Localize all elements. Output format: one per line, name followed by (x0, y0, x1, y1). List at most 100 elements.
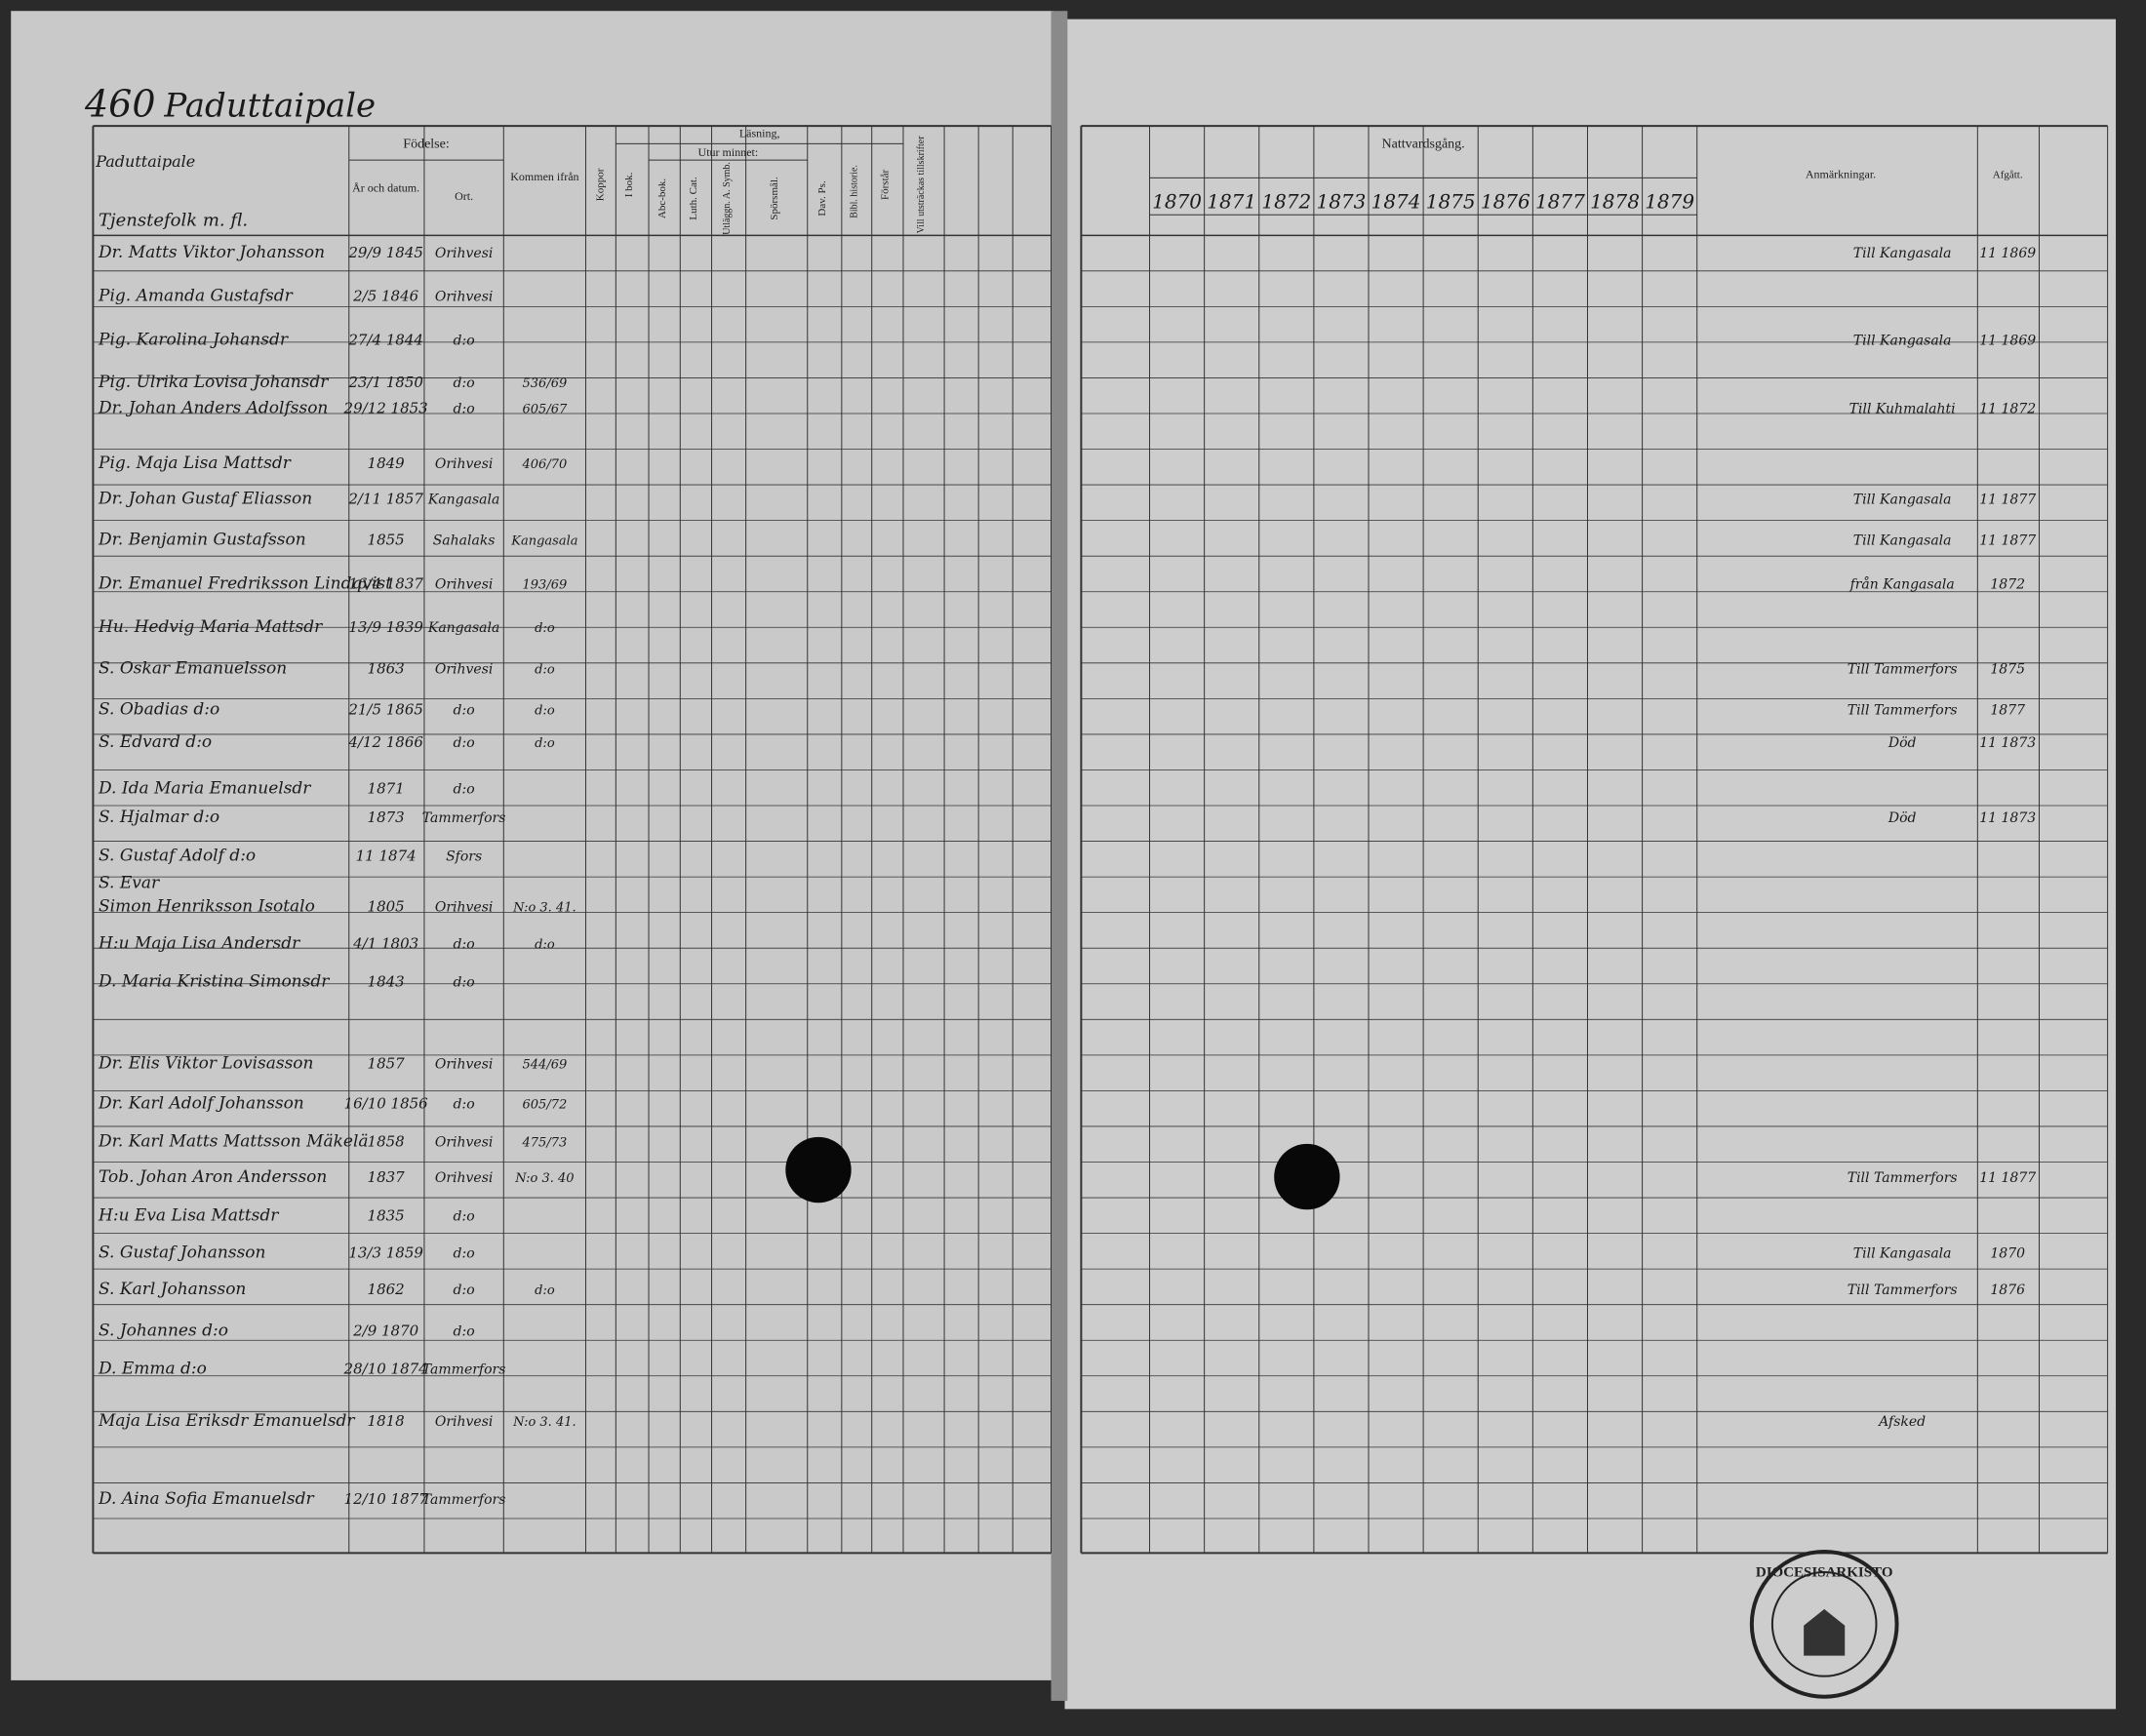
year: 1870 (1152, 189, 1202, 213)
spine (1051, 11, 1068, 1701)
name: Pig. Karolina Johansdr (98, 331, 289, 350)
name: S. Hjalmar d:o (99, 808, 219, 827)
col-header: Utur minnet: (698, 145, 759, 159)
name: Dr. Benjamin Gustafsson (98, 530, 306, 549)
col-header: Dav. Ps. (816, 180, 828, 217)
name: Dr. Matts Viktor Johansson (98, 243, 325, 262)
birth-place: d:o (454, 334, 475, 349)
birth-date: 28/10 1874 (343, 1361, 428, 1378)
birth-date: 21/5 1865 (347, 700, 423, 718)
came-from: Kangasala (510, 533, 577, 548)
col-header: Kommen ifrån (510, 170, 578, 183)
birth-date: 1862 (368, 1281, 405, 1298)
birth-date: 1858 (368, 1133, 405, 1151)
name: Simon Henriksson Isotalo (99, 896, 315, 916)
birth-place: Orihvesi (435, 661, 494, 677)
year: 1871 (1207, 189, 1256, 213)
departed: 11 1869 (1979, 334, 2036, 349)
came-from: N:o 3. 41. (512, 1415, 576, 1430)
departed: 11 1869 (1979, 246, 2036, 261)
remark: Till Kangasala (1853, 533, 1952, 548)
name: Dr. Elis Viktor Lovisasson (98, 1054, 313, 1074)
birth-date: 4/12 1866 (347, 733, 423, 751)
departed: 1875 (1990, 661, 2025, 677)
remark: Till Tammerfors (1848, 1282, 1958, 1298)
village: Paduttaipale (163, 86, 376, 125)
ink-blot (1274, 1143, 1340, 1210)
name: S. Evar (99, 874, 160, 893)
birth-place: Orihvesi (435, 246, 494, 261)
name: S. Obadias d:o (99, 699, 219, 719)
remark: Till Kangasala (1853, 1245, 1952, 1261)
birth-date: 23/1 1850 (347, 374, 423, 391)
birth-place: d:o (454, 702, 475, 718)
birth-place: Orihvesi (435, 576, 494, 592)
birth-place: d:o (454, 402, 475, 417)
birth-date: 29/9 1845 (347, 244, 423, 261)
col-header: Nattvardsgång. (1382, 138, 1465, 152)
remark: Till Kangasala (1853, 492, 1952, 507)
birth-place: Orihvesi (435, 290, 494, 305)
birth-date: 16/10 1856 (344, 1094, 429, 1112)
name: Dr. Emanuel Fredriksson Lindqvist (98, 573, 392, 593)
came-from: 193/69 (523, 577, 568, 592)
birth-date: 2/9 1870 (352, 1322, 419, 1339)
col-header: Utläggn. A. Symb. (722, 162, 733, 235)
name: S. Karl Johansson (99, 1280, 246, 1299)
birth-place: d:o (454, 375, 475, 391)
remark: Död (1888, 735, 1917, 751)
col-header: År och datum. (352, 180, 419, 194)
stamp-church (1804, 1608, 1846, 1656)
stamp (1749, 1550, 1899, 1699)
birth-place: d:o (454, 936, 475, 952)
remark: Till Tammerfors (1848, 661, 1958, 677)
year: 1874 (1371, 189, 1421, 213)
birth-date: 1873 (368, 809, 405, 826)
col-header: Förstår (880, 169, 892, 200)
birth-date: 2/5 1846 (352, 288, 419, 305)
birth-place: Tammerfors (422, 1492, 506, 1508)
birth-date: 1837 (368, 1168, 406, 1186)
name: S. Edvard d:o (99, 732, 212, 752)
name: H:u Maja Lisa Andersdr (98, 933, 300, 953)
col-header: Abc-bok. (656, 178, 668, 218)
birth-date: 1857 (368, 1055, 406, 1073)
came-from: d:o (535, 1283, 555, 1298)
remark: Till Kangasala (1853, 334, 1952, 349)
name: D. Ida Maria Emanuelsdr (98, 779, 311, 799)
year: 1878 (1590, 189, 1640, 213)
name: Tob. Johan Aron Andersson (99, 1167, 327, 1187)
subtitle: Tjenstefolk m. fl. (99, 210, 248, 230)
name: S. Gustaf Adolf d:o (99, 846, 256, 865)
col-header: Läsning, (739, 126, 780, 139)
came-from: d:o (535, 621, 555, 636)
birth-place: Orihvesi (435, 1057, 494, 1073)
year: 1875 (1426, 189, 1476, 213)
birth-date: 1805 (368, 897, 405, 915)
departed: 11 1877 (1979, 1170, 2036, 1186)
remark: Död (1888, 810, 1917, 826)
left-page (11, 11, 1054, 1680)
came-from: d:o (535, 937, 555, 952)
departed: 1876 (1990, 1282, 2025, 1298)
birth-place: d:o (454, 1323, 475, 1339)
departed: 1870 (1990, 1245, 2025, 1261)
came-from: 406/70 (522, 457, 568, 472)
birth-place: Kangasala (427, 492, 500, 507)
birth-date: 1835 (368, 1206, 405, 1224)
col-header: I bok. (623, 172, 635, 197)
col-header: Anmärkningar. (1806, 167, 1876, 180)
birth-place: Orihvesi (435, 1170, 494, 1186)
birth-place: Tammerfors (422, 1362, 506, 1378)
col-header: Spörsmål. (769, 177, 780, 220)
birth-date: 1849 (368, 454, 406, 472)
year: 1877 (1535, 189, 1585, 213)
birth-place: Orihvesi (435, 1135, 494, 1151)
birth-place: Sfors (446, 848, 482, 864)
right-page (1064, 19, 2117, 1710)
came-from: N:o 3. 40 (514, 1171, 574, 1186)
birth-date: 16/4 1837 (348, 574, 423, 592)
birth-place: Tammerfors (422, 810, 506, 826)
birth-date: 1818 (368, 1412, 405, 1430)
